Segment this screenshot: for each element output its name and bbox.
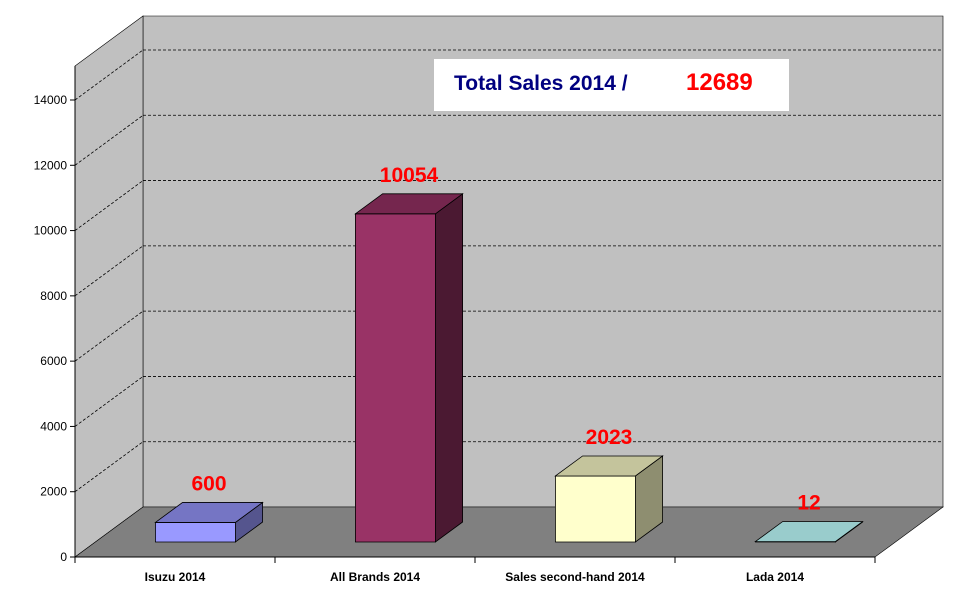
gridline-side bbox=[74, 245, 144, 297]
data-label: 10054 bbox=[380, 164, 439, 187]
bar-top bbox=[154, 502, 264, 523]
y-tick-label: 4000 bbox=[40, 419, 67, 433]
y-tick-label: 10000 bbox=[34, 224, 68, 238]
bar bbox=[555, 475, 636, 543]
y-tick-label: 0 bbox=[60, 550, 67, 564]
gridline-side bbox=[74, 180, 144, 231]
data-label: 12 bbox=[797, 492, 820, 515]
data-label: 600 bbox=[191, 472, 226, 495]
x-tick-label: Sales second-hand 2014 bbox=[505, 570, 645, 584]
gridlines bbox=[74, 49, 943, 493]
gridline-side bbox=[74, 441, 144, 493]
bar-top bbox=[554, 455, 664, 477]
data-label: 2023 bbox=[586, 426, 633, 449]
bar bbox=[154, 522, 236, 543]
bar-side bbox=[434, 193, 464, 543]
gridline-side bbox=[74, 310, 144, 362]
bar-top bbox=[354, 193, 464, 215]
bar-top bbox=[754, 521, 864, 543]
y-tick-label: 14000 bbox=[34, 93, 68, 107]
side-wall bbox=[74, 15, 144, 558]
plot-walls bbox=[74, 15, 944, 558]
bars bbox=[154, 193, 864, 543]
chart-title: Total Sales 2014 / bbox=[454, 72, 628, 95]
chart-title-box: Total Sales 2014 / 12689 bbox=[434, 59, 789, 111]
y-tick-label: 2000 bbox=[40, 485, 67, 499]
gridline-side bbox=[74, 376, 144, 427]
chart-title-value: 12689 bbox=[686, 69, 753, 96]
data-labels: 600 10054 2023 12 bbox=[191, 164, 820, 515]
gridline-side bbox=[74, 49, 144, 101]
y-tick-label: 12000 bbox=[34, 158, 68, 172]
x-tick-label: Isuzu 2014 bbox=[145, 570, 206, 584]
y-tick-label: 6000 bbox=[40, 354, 67, 368]
gridline-side bbox=[74, 114, 144, 166]
x-tick-label: Lada 2014 bbox=[746, 570, 804, 584]
x-tick-label: All Brands 2014 bbox=[330, 570, 420, 584]
y-tick-label: 8000 bbox=[40, 289, 67, 303]
axes: 0 2000 4000 6000 8000 10000 12000 14000 Isuzu 20… bbox=[34, 66, 876, 584]
bar bbox=[354, 213, 436, 543]
